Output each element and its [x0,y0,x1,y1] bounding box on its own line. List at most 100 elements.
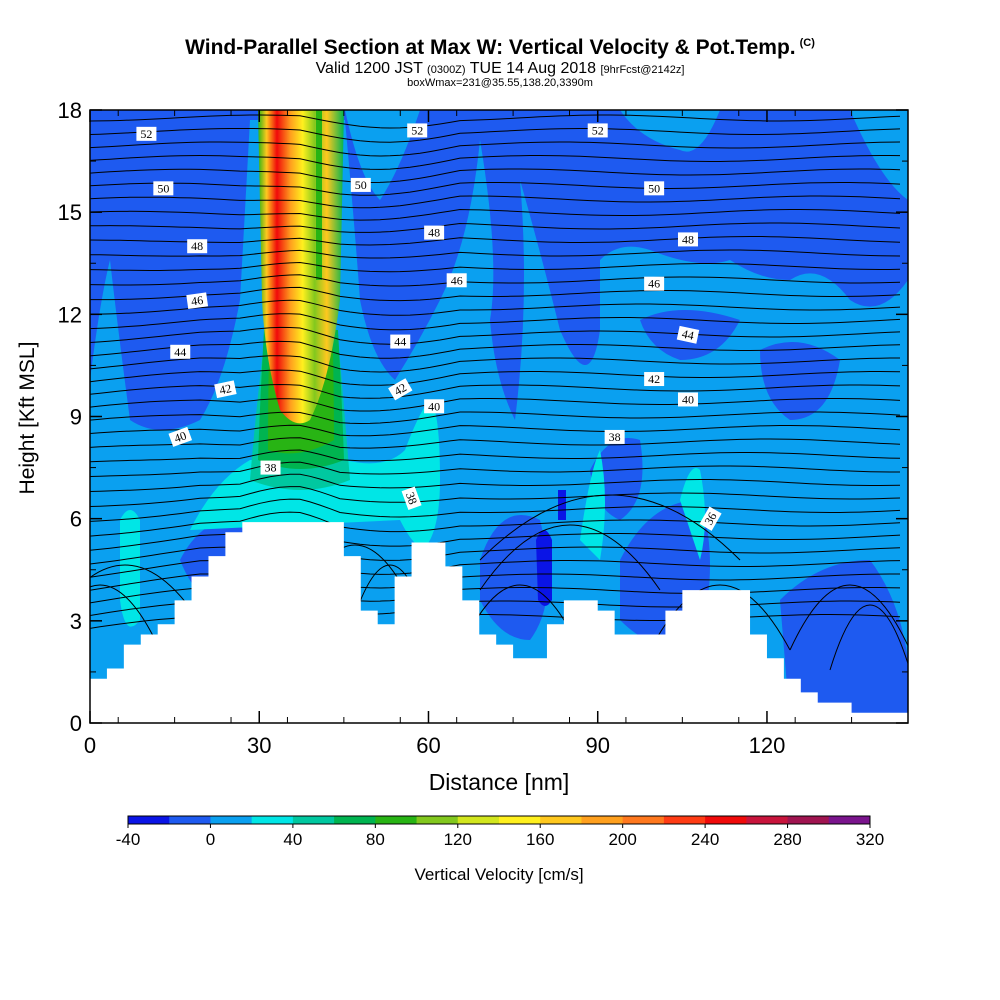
colorbar-swatch [499,816,541,824]
contour-label-text: 46 [190,293,204,309]
contour-label: 50 [153,181,174,196]
contour-label-bg [407,123,428,138]
theta-contour-line [90,114,901,129]
colorbar-tick-label: 0 [206,830,215,849]
colorbar-swatch [251,816,294,824]
contour-label-text: 46 [451,273,463,287]
contour-label-text: 44 [681,327,696,343]
colorbar-swatch [540,816,582,824]
contour-label-text: 52 [592,123,604,137]
contour-label-bg [214,380,237,399]
colorbar-tick-label: 280 [773,830,801,849]
colorbar-tick-label: 40 [283,830,302,849]
contour-label-text: 50 [157,181,169,195]
contour-label-bg [170,344,191,359]
contour-label-bg [644,276,665,291]
colorbar-label: Vertical Velocity [cm/s] [414,865,583,884]
x-tick-label: 60 [416,733,440,758]
theta-contour-line [90,511,901,537]
contour-label-text: 46 [648,277,660,291]
theta-contour-line [90,274,901,287]
colorbar-swatch [375,816,418,824]
colorbar-swatch [416,816,459,824]
contour-label-text: 52 [411,123,423,137]
theta-contour-line [829,604,908,671]
theta-contour-line [90,195,901,209]
contour-label: 44 [390,334,411,349]
colorbar: -40 0 40 80 120 160 200 240 280 320 [116,815,884,849]
colorbar-swatch [210,816,253,824]
contour-label-bg [424,225,445,240]
contour-label: 44 [676,325,700,344]
subtitle-fcst: [9hrFcst@2142z] [600,64,685,76]
colorbar-swatch [663,816,706,824]
colorbar-swatch [292,816,335,824]
theta-contour-line [90,369,901,386]
y-tick-label: 6 [70,507,82,532]
contour-label: 40 [677,392,698,407]
colorbar-swatch [746,816,789,824]
field-light-blue-top [345,110,908,200]
contour-label-text: 40 [428,399,440,413]
y-tick-label: 9 [70,405,82,430]
theta-contour-line [789,584,908,651]
contour-label-bg [168,426,193,447]
contour-label: 40 [168,426,193,447]
theta-contour-line [90,449,901,463]
theta-contour-line [90,236,901,246]
terrain [90,522,908,723]
colorbar-tick-label: 120 [444,830,472,849]
contour-label-text: 48 [191,239,203,253]
contour-label: 48 [187,239,208,254]
colorbar-tick-label: 200 [608,830,636,849]
colorbar-swatch [828,816,871,824]
contour-label-bg [388,378,413,401]
colorbar-swatch [457,816,500,824]
theta-contour-line [90,539,901,565]
contour-label-text: 52 [140,127,152,141]
colorbar-swatch [705,816,747,824]
colorbar-frame [127,815,871,825]
contour-label: 46 [644,276,665,291]
colorbar-tick-label: 80 [366,830,385,849]
contour-label-bg [587,123,608,138]
y-axis-label: Height [Kft MSL] [16,342,39,495]
theta-contour-line [90,525,901,551]
contour-label: 36 [699,506,722,531]
contour-label-bg [260,460,281,475]
contour-label-bg [390,334,411,349]
theta-contour-line [90,141,901,157]
subtitle-utc: (0300Z) [427,64,466,76]
x-tick-label: 90 [585,733,609,758]
theta-contour-line [90,486,901,507]
contour-label: 48 [677,232,698,247]
theta-contour-line [90,355,900,373]
colorbar-swatch [128,816,170,824]
theta-contour-line [90,326,901,345]
contour-label-text: 38 [403,490,420,506]
field-cyan-region [120,400,705,627]
x-axis-label: Distance [nm] [429,769,570,795]
contour-label-text: 38 [609,430,621,444]
contour-label-text: 38 [265,461,277,475]
theta-contour-line [479,524,661,591]
contour-label-bg [350,177,371,192]
colorbar-tick-label: 320 [856,830,884,849]
field-updraft-gap [316,110,322,280]
contour-label-bg [604,429,625,444]
contour-label-text: 48 [428,226,440,240]
theta-contour-line [90,498,901,522]
contour-label: 46 [186,292,209,310]
theta-contour-line [90,299,901,316]
colorbar-swatch [787,816,830,824]
contour-label-bg [644,372,665,387]
y-tick-label: 12 [58,302,82,327]
theta-contour-line [90,128,901,143]
contour-label: 52 [136,126,157,141]
contour-label: 42 [214,380,237,399]
theta-contour-line [90,168,901,184]
contour-label: 50 [350,177,371,192]
contour-label: 42 [644,372,665,387]
contour-label: 40 [424,399,445,414]
chart-title: Wind-Parallel Section at Max W: Vertical… [0,36,1000,60]
